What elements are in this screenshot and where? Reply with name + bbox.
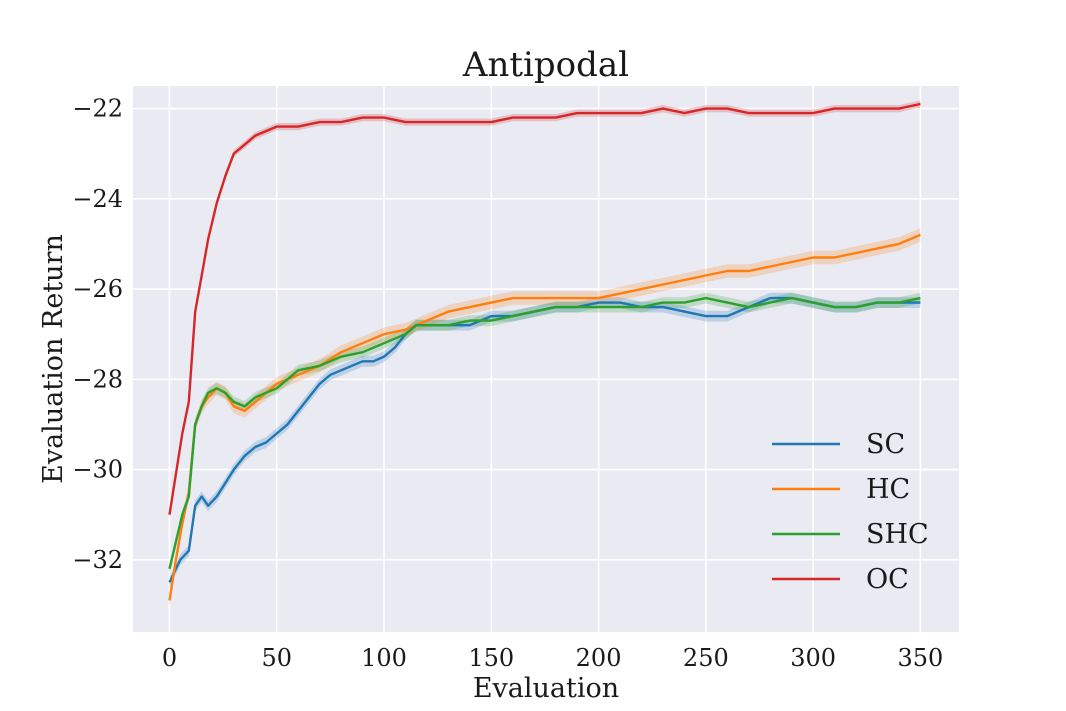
- band-hc: [169, 228, 921, 608]
- x-tick-label: 350: [897, 644, 943, 672]
- x-axis-label: Evaluation: [473, 673, 619, 704]
- legend: SC HC SHC OC: [772, 429, 929, 595]
- x-tick-label: 250: [683, 644, 729, 672]
- y-tick-label: −24: [72, 185, 123, 213]
- legend-label-shc: SHC: [866, 519, 929, 550]
- grid: [133, 86, 959, 632]
- y-tick-label: −32: [72, 546, 123, 574]
- y-tick-label: −26: [72, 275, 123, 303]
- x-tick-label: 200: [576, 644, 622, 672]
- y-tick-label: −22: [72, 95, 123, 123]
- x-tick-label: 300: [790, 644, 836, 672]
- band-oc: [169, 100, 921, 519]
- y-tick-label: −30: [72, 456, 123, 484]
- y-tick-label: −28: [72, 365, 123, 393]
- x-tick-label: 100: [361, 644, 407, 672]
- x-tick-label: 150: [468, 644, 514, 672]
- plot-area: [133, 86, 959, 632]
- tick-labels: 0 50 100 150 200 250 300 350 −32 −30 −28 −26 −24 −22: [72, 95, 943, 672]
- x-tick-label: 50: [261, 644, 292, 672]
- legend-label-hc: HC: [866, 474, 910, 505]
- legend-label-oc: OC: [866, 564, 909, 595]
- line-oc: [168, 102, 921, 515]
- x-tick-label: 0: [162, 644, 177, 672]
- band-sc: [169, 292, 921, 588]
- chart-title: Antipodal: [462, 45, 629, 85]
- y-axis-label: Evaluation Return: [38, 234, 69, 484]
- series-lines: [168, 102, 921, 601]
- legend-label-sc: SC: [866, 429, 905, 460]
- confidence-bands: [169, 100, 921, 608]
- line-shc: [168, 296, 921, 570]
